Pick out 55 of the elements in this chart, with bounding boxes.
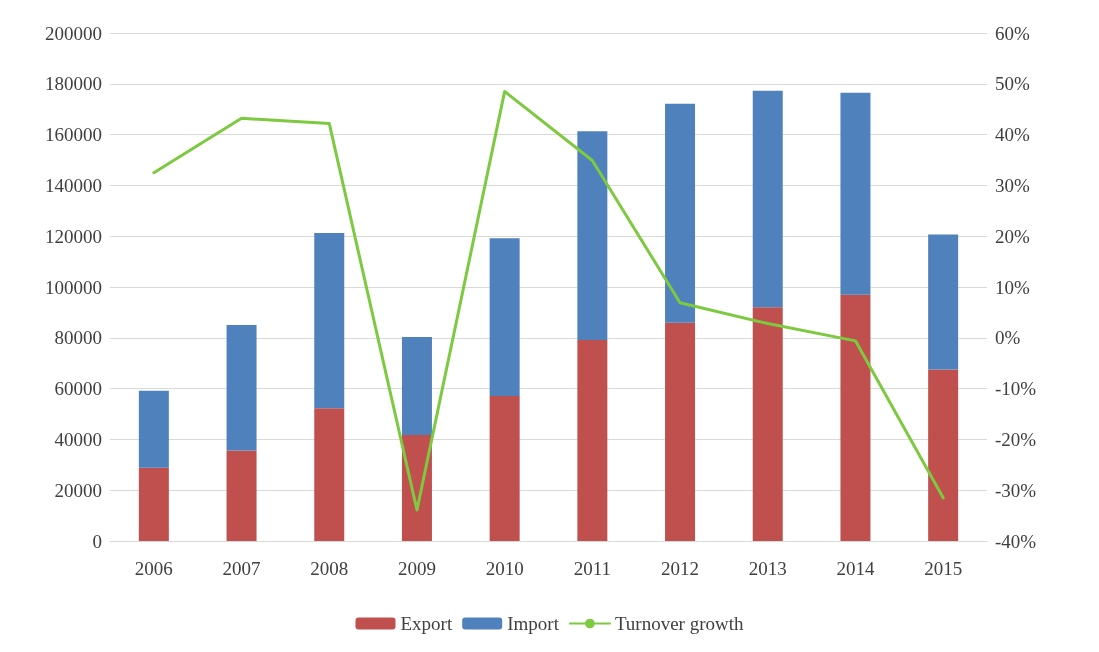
bar [489,238,520,396]
legend-label: Export [400,613,453,634]
x-tick-label: 2011 [573,558,611,579]
bar [489,395,520,541]
bar [577,340,608,541]
legend-label: Import [507,613,560,634]
bar [840,294,871,541]
y2-tick-label: -10% [995,378,1037,400]
y-tick-label: 80000 [54,327,102,349]
x-tick-label: 2012 [661,558,700,579]
bar [577,131,608,341]
y2-tick-label: -40% [995,530,1037,552]
x-tick-label: 2007 [222,558,261,579]
y-tick-label: 20000 [54,479,102,501]
y-tick-label: 140000 [45,174,102,196]
x-tick-label: 2010 [485,558,524,579]
y-tick-label: 120000 [45,225,102,247]
bar [665,103,696,323]
bar [226,450,257,541]
bar [138,467,169,541]
bar [226,325,257,451]
y2-tick-label: -30% [995,479,1037,501]
bar [314,232,345,409]
x-tick-label: 2015 [924,558,963,579]
y2-tick-label: 0% [995,327,1021,349]
bar [401,337,432,436]
bar [665,322,696,541]
y-tick-label: 100000 [45,276,102,298]
x-tick-label: 2006 [134,558,173,579]
y2-tick-label: 10% [995,276,1030,298]
bar [752,307,783,541]
x-tick-label: 2014 [836,558,875,579]
y-tick-label: 40000 [54,428,102,450]
line-series [152,89,945,512]
bar [928,234,959,370]
bar [928,369,959,541]
y2-tick-label: 40% [995,124,1030,146]
legend-label: Turnover growth [614,613,745,634]
bar [138,390,169,468]
x-tick-label: 2009 [397,558,436,579]
bar [752,90,783,308]
x-tick-label: 2008 [310,558,349,579]
bar [314,408,345,541]
y-tick-label: 60000 [54,378,102,400]
y-tick-label: 180000 [45,73,102,95]
y-tick-label: 160000 [45,124,102,146]
x-tick-label: 2013 [748,558,787,579]
y2-tick-label: -20% [995,428,1037,450]
y2-tick-label: 30% [995,174,1030,196]
y2-tick-label: 50% [995,73,1030,95]
bar [840,92,871,295]
y-tick-label: 0 [92,530,102,552]
y2-tick-label: 60% [995,22,1030,44]
y2-tick-label: 20% [995,225,1030,247]
y-tick-label: 200000 [45,22,102,44]
